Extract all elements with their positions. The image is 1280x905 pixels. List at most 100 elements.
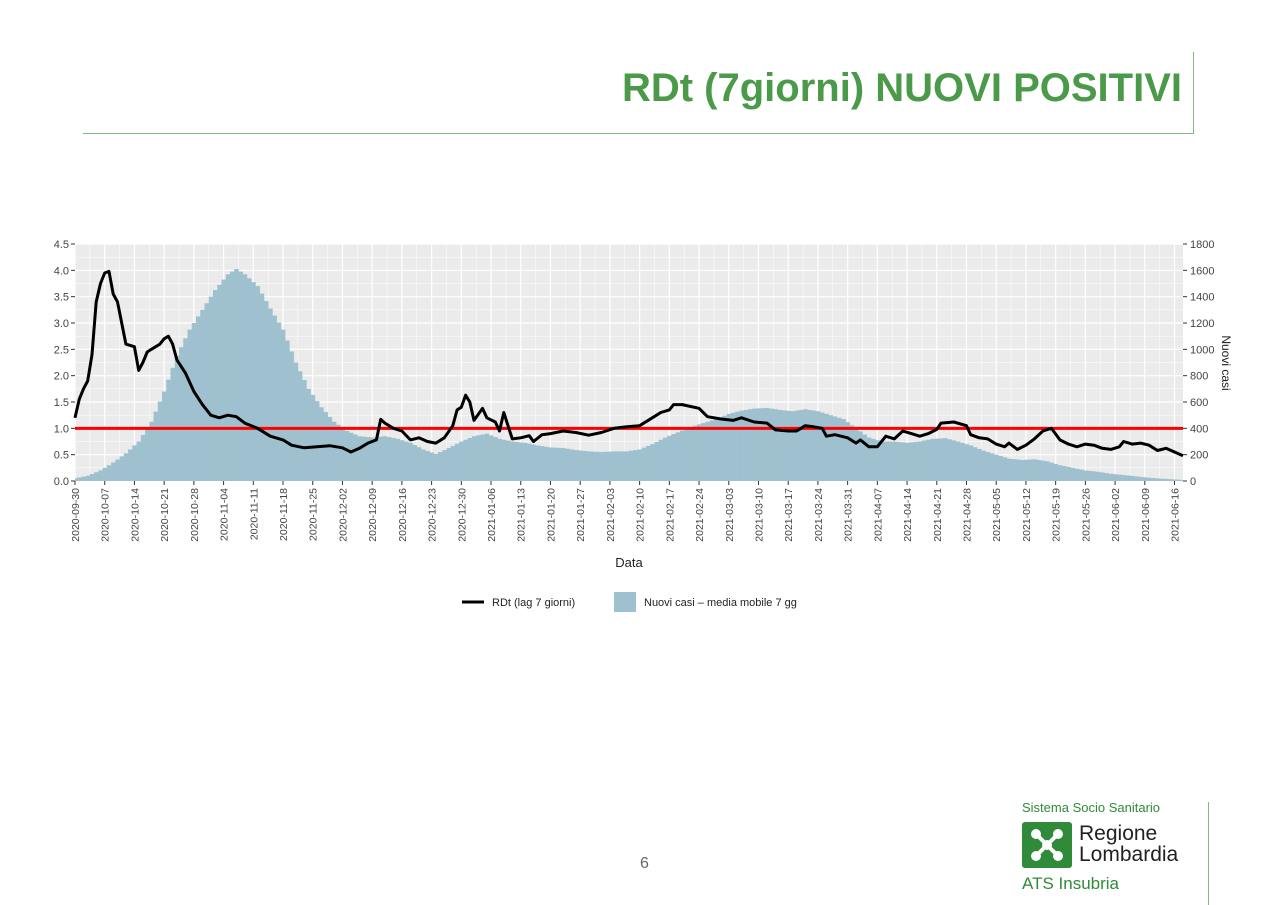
case-bar bbox=[675, 432, 681, 481]
case-bar bbox=[331, 421, 337, 481]
case-bar bbox=[166, 379, 171, 481]
case-bar bbox=[1180, 479, 1183, 481]
case-bar bbox=[786, 410, 791, 481]
case-bar bbox=[149, 421, 154, 481]
left-tick-label: 2.0 bbox=[54, 371, 69, 383]
case-bar bbox=[1083, 470, 1088, 481]
case-bar bbox=[1138, 476, 1143, 481]
case-bar bbox=[841, 419, 846, 481]
case-bar bbox=[650, 444, 655, 481]
case-bar bbox=[353, 434, 358, 481]
case-bar bbox=[781, 410, 787, 481]
x-tick-label: 2020-10-28 bbox=[189, 488, 201, 542]
case-bar bbox=[132, 445, 137, 481]
right-tick-label: 0 bbox=[1190, 476, 1196, 488]
case-bar bbox=[361, 436, 367, 481]
x-tick-label: 2021-04-21 bbox=[932, 488, 944, 542]
x-tick-label: 2021-05-05 bbox=[991, 488, 1003, 542]
case-bar bbox=[1045, 461, 1050, 481]
case-bar bbox=[989, 453, 995, 481]
case-bar bbox=[1146, 477, 1152, 481]
case-bar bbox=[998, 455, 1003, 481]
case-bar bbox=[289, 351, 294, 481]
case-bar bbox=[624, 451, 630, 481]
case-bar bbox=[98, 470, 103, 481]
case-bar bbox=[293, 362, 299, 481]
case-bar bbox=[637, 449, 643, 481]
x-tick-label: 2020-10-07 bbox=[100, 488, 112, 542]
x-tick-label: 2020-11-25 bbox=[308, 488, 320, 541]
case-bar bbox=[658, 439, 664, 481]
case-bar bbox=[493, 437, 498, 481]
case-bar bbox=[85, 475, 91, 481]
x-tick-label: 2021-03-31 bbox=[843, 488, 855, 542]
x-tick-label: 2021-02-03 bbox=[605, 488, 617, 542]
case-bar bbox=[909, 442, 914, 481]
x-tick-label: 2020-12-02 bbox=[337, 488, 349, 542]
case-bar bbox=[556, 447, 562, 481]
case-bar bbox=[934, 438, 940, 481]
case-bar bbox=[480, 434, 485, 481]
case-bar bbox=[1028, 459, 1033, 481]
case-bar bbox=[815, 411, 821, 481]
case-bar bbox=[94, 472, 99, 481]
case-bar bbox=[645, 445, 651, 481]
case-bar bbox=[807, 409, 812, 481]
case-bar bbox=[1015, 459, 1020, 481]
case-bar bbox=[599, 452, 604, 481]
axes-layer: 0.0 0.5 1.0 1.5 2.0 2.5 3.0 3.5 4.0 4.5 0 200 400 600… bbox=[54, 239, 1215, 542]
case-bar bbox=[938, 438, 944, 481]
case-bar bbox=[1078, 469, 1084, 481]
case-bar bbox=[221, 279, 227, 481]
case-bar bbox=[522, 442, 528, 481]
case-bar bbox=[662, 437, 668, 481]
x-tick-label: 2021-04-07 bbox=[872, 488, 884, 542]
case-bar bbox=[208, 296, 214, 481]
right-tick-label: 1600 bbox=[1190, 265, 1214, 277]
case-bar bbox=[1040, 460, 1046, 481]
case-bar bbox=[370, 437, 375, 481]
case-bar bbox=[463, 439, 468, 481]
case-bar bbox=[319, 407, 324, 481]
case-bar bbox=[234, 269, 239, 481]
case-bar bbox=[123, 453, 129, 481]
case-bar bbox=[883, 441, 889, 481]
page-title: RDt (7giorni) NUOVI POSITIVI bbox=[621, 66, 1182, 110]
case-bar bbox=[1032, 459, 1037, 481]
case-bar bbox=[170, 367, 176, 481]
left-tick-label: 4.5 bbox=[54, 239, 69, 251]
case-bar bbox=[756, 408, 761, 481]
regione-lombardia-logo: Sistema Socio Sanitario Regione Lombardi… bbox=[1022, 800, 1202, 900]
case-bar bbox=[238, 271, 243, 481]
case-bar bbox=[404, 441, 409, 481]
case-bar bbox=[837, 417, 842, 481]
x-tick-label: 2020-12-09 bbox=[367, 488, 379, 542]
case-bar bbox=[102, 467, 108, 481]
case-bar bbox=[578, 450, 583, 481]
x-tick-label: 2021-06-09 bbox=[1140, 488, 1152, 542]
case-bar bbox=[416, 447, 422, 481]
legend-line-label: RDt (lag 7 giorni) bbox=[492, 597, 575, 609]
case-bar bbox=[336, 424, 341, 481]
case-bar bbox=[561, 448, 566, 481]
case-bar bbox=[722, 415, 727, 481]
case-bar bbox=[344, 430, 350, 481]
legend: RDt (lag 7 giorni) Nuovi casi – media mo… bbox=[462, 592, 797, 612]
case-bar bbox=[476, 435, 481, 481]
case-bar bbox=[229, 271, 235, 481]
case-bar bbox=[187, 329, 193, 481]
case-bar bbox=[340, 427, 345, 481]
case-bar bbox=[510, 441, 515, 481]
case-bar bbox=[620, 451, 626, 481]
x-tick-label: 2021-04-28 bbox=[961, 488, 973, 542]
case-bar bbox=[718, 417, 723, 481]
case-bar bbox=[705, 421, 710, 481]
case-bar bbox=[531, 444, 536, 481]
logo-top-text: Sistema Socio Sanitario bbox=[1022, 800, 1161, 815]
case-bar bbox=[488, 435, 494, 481]
case-bar bbox=[985, 452, 991, 481]
case-bar bbox=[395, 438, 401, 481]
case-bar bbox=[849, 425, 855, 481]
case-bar bbox=[930, 438, 935, 481]
case-bar bbox=[246, 278, 252, 481]
